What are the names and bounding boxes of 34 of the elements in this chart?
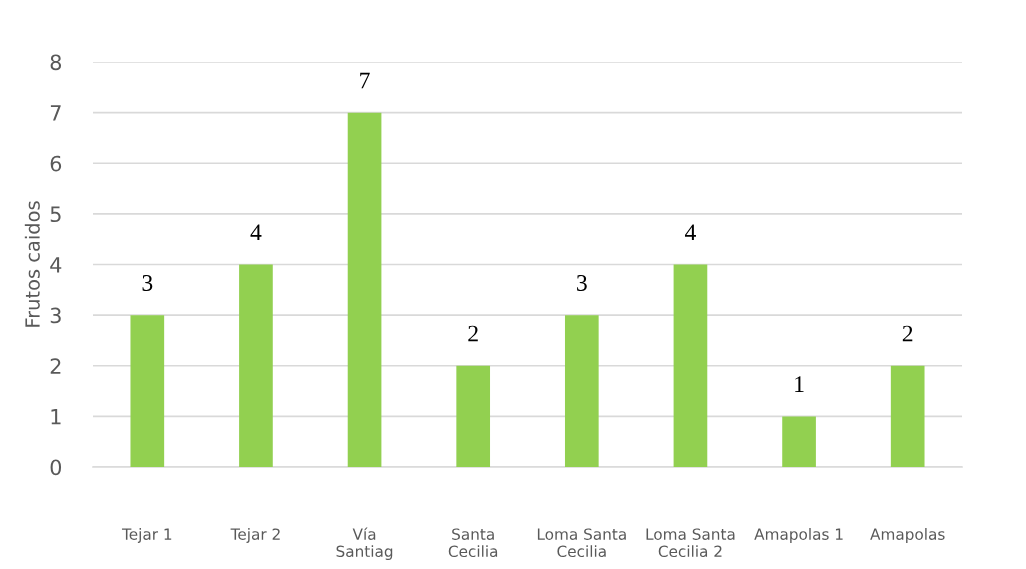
y-tick-label: 5 xyxy=(50,206,61,223)
data-label: 2 xyxy=(902,325,913,342)
data-label: 3 xyxy=(577,275,587,291)
bar xyxy=(347,112,382,467)
y-axis-title: Frutos caidos xyxy=(24,201,40,327)
data-label: 4 xyxy=(685,224,696,241)
data-label: 4 xyxy=(250,224,262,241)
y-tick-label: 0 xyxy=(50,459,62,476)
x-tick-label: Santa Cecilia xyxy=(448,528,498,558)
bar xyxy=(782,416,816,467)
data-label: 3 xyxy=(142,275,153,291)
x-tick-label: Loma Santa Cecilia xyxy=(537,528,626,558)
bar xyxy=(564,315,599,467)
x-tick-label: Vía Santiag xyxy=(336,527,393,560)
x-tick-label: Tejar 2 xyxy=(230,528,280,543)
bar xyxy=(890,365,925,467)
y-tick-label: 4 xyxy=(50,257,62,273)
x-tick-label: Amapolas xyxy=(870,528,945,543)
x-tick-label: Amapolas 1 xyxy=(754,528,843,543)
bar xyxy=(456,365,491,467)
data-label: 7 xyxy=(360,72,370,89)
y-tick-label: 7 xyxy=(50,105,61,121)
y-tick-label: 3 xyxy=(50,307,61,324)
data-label: 1 xyxy=(795,376,804,392)
data-label: 2 xyxy=(468,325,478,342)
bar xyxy=(239,264,273,467)
y-tick-label: 2 xyxy=(50,358,61,374)
x-tick-label: Tejar 1 xyxy=(121,528,172,543)
x-tick-label: Loma Santa Cecilia 2 xyxy=(646,528,735,558)
y-tick-label: 6 xyxy=(50,155,62,172)
bar xyxy=(673,264,708,467)
y-tick-label: 8 xyxy=(50,54,62,71)
y-tick-label: 1 xyxy=(51,409,61,425)
bar xyxy=(130,315,165,467)
